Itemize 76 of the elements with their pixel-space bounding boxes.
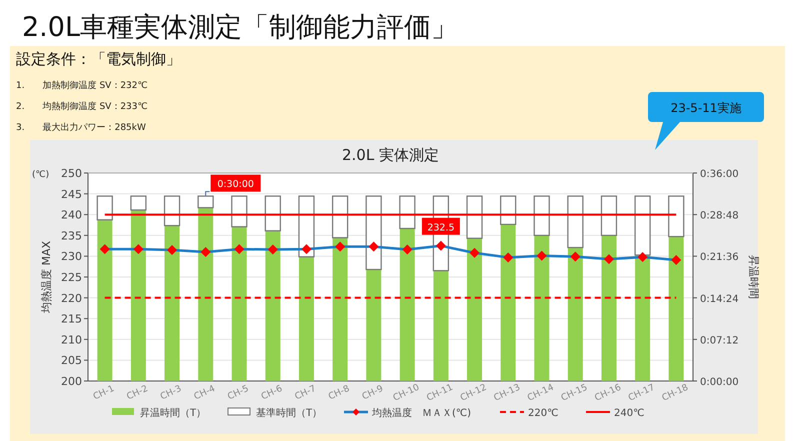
data-label: 0:30:00 xyxy=(217,179,254,190)
bar xyxy=(399,196,416,230)
bar xyxy=(130,196,147,211)
bar xyxy=(366,269,382,381)
y-tick-label: 240 xyxy=(61,208,82,222)
y-tick-label: 235 xyxy=(61,229,82,242)
text: 設定条件：「電気制御」 xyxy=(16,50,181,68)
bar xyxy=(433,270,448,381)
chart-title: 2.0L 実体測定 xyxy=(342,146,439,164)
bar xyxy=(534,196,550,236)
bar xyxy=(500,224,516,381)
text: 3. 最大出力パワー：285kW xyxy=(16,122,146,133)
bar xyxy=(232,226,247,381)
text: (℃) xyxy=(32,170,50,180)
bar xyxy=(198,208,214,381)
bar xyxy=(567,196,584,248)
x-tick-label: CH-2 xyxy=(125,384,150,402)
bar xyxy=(668,196,684,238)
data-label: 232.5 xyxy=(427,222,455,234)
bar xyxy=(466,196,483,239)
x-tick-label: CH-7 xyxy=(294,384,318,402)
bar xyxy=(164,196,180,226)
y-tick-label: 210 xyxy=(61,333,82,346)
bar xyxy=(231,196,248,228)
x-tick-label: CH-9 xyxy=(360,384,386,402)
bar xyxy=(467,238,482,381)
legend-label: 220℃ xyxy=(528,408,558,419)
x-tick-label: CH-1 xyxy=(92,384,116,402)
bar xyxy=(534,235,550,381)
y-axis-title: 均熱温度 MAX xyxy=(40,240,53,314)
text: 2. 均熱制御温度 SV：233℃ xyxy=(16,101,148,112)
x-tick-label: CH-4 xyxy=(192,384,218,402)
bar xyxy=(265,230,280,381)
bar xyxy=(96,196,113,220)
bar xyxy=(97,220,112,381)
legend-label: 240℃ xyxy=(614,408,644,419)
bar xyxy=(332,238,348,381)
bar xyxy=(164,226,180,381)
legend-label: 均熱温度 ＭＡＸ(℃) xyxy=(371,407,472,419)
legend-label: 基準時間（T） xyxy=(256,407,322,419)
text: 2.0L車種実体測定「制御能力評価」 xyxy=(22,12,458,43)
y2-tick-label: 0:07:12 xyxy=(700,335,739,346)
y-tick-label: 200 xyxy=(61,375,82,388)
text: 23-5-11実施 xyxy=(670,101,742,115)
y-tick-label: 230 xyxy=(61,250,82,264)
y2-tick-label: 0:28:48 xyxy=(700,210,739,222)
y-tick-label: 245 xyxy=(61,188,82,201)
y2-tick-label: 0:21:36 xyxy=(700,252,739,264)
y-tick-label: 250 xyxy=(61,167,82,180)
x-tick-label: CH-8 xyxy=(327,384,352,402)
y-tick-label: 220 xyxy=(61,292,82,305)
bar xyxy=(198,196,214,208)
bar xyxy=(332,196,348,238)
y-tick-label: 225 xyxy=(61,271,82,284)
bar xyxy=(264,196,281,232)
bar xyxy=(601,235,616,381)
bar xyxy=(400,228,415,381)
y2-tick-label: 0:36:00 xyxy=(700,169,739,180)
y2-axis-title: 昇温時間 xyxy=(747,255,760,299)
bar xyxy=(568,248,583,381)
bar xyxy=(130,210,146,381)
text: 1. 加熱制御温度 SV：232℃ xyxy=(16,80,148,91)
bar xyxy=(668,236,684,381)
bar xyxy=(500,196,516,226)
bar xyxy=(635,255,650,381)
bar xyxy=(634,196,651,256)
bar xyxy=(298,256,314,381)
y-tick-label: 205 xyxy=(61,354,82,368)
x-tick-label: CH-3 xyxy=(159,384,184,402)
x-tick-label: CH-6 xyxy=(260,384,284,402)
bar xyxy=(600,196,618,236)
y2-tick-label: 0:00:00 xyxy=(700,377,739,388)
y2-tick-label: 0:14:24 xyxy=(700,294,739,305)
legend-label: 昇温時間（T） xyxy=(140,407,206,419)
y-tick-label: 215 xyxy=(61,312,82,326)
x-tick-label: CH-5 xyxy=(226,384,250,402)
